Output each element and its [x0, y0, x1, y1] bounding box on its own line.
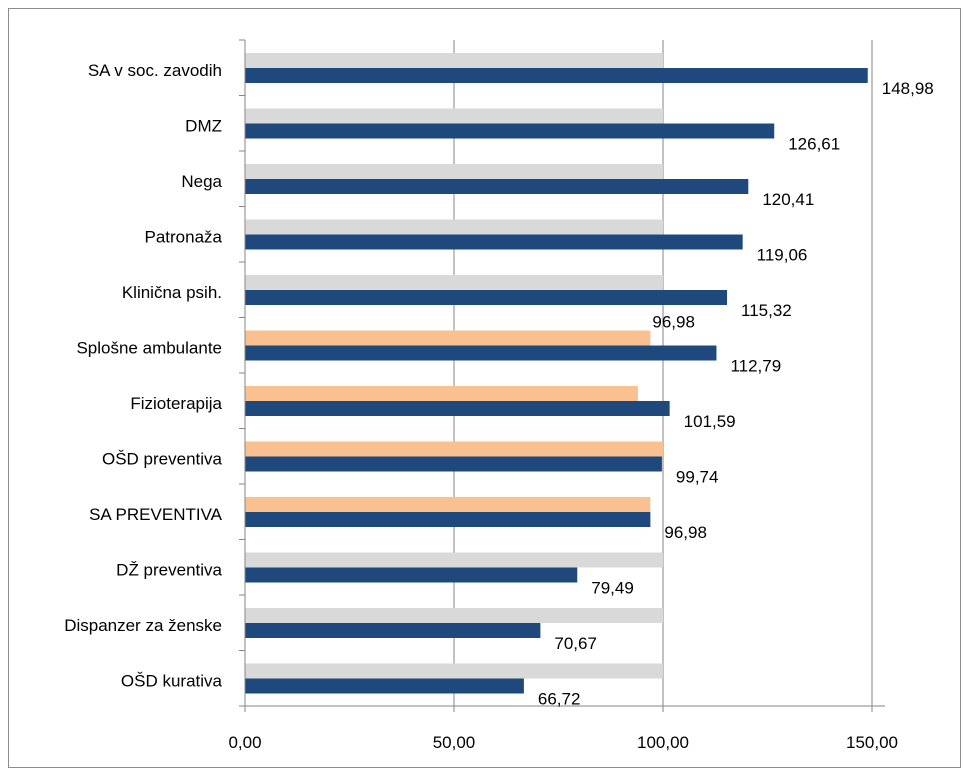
data-label: 126,61: [788, 135, 840, 154]
data-label-reference: 96,98: [652, 313, 695, 332]
bar-reference: [245, 275, 663, 290]
data-label: 112,79: [730, 357, 781, 376]
bar-reference: [245, 552, 663, 568]
data-label: 96,98: [664, 523, 707, 542]
bar-value: [245, 68, 868, 83]
bar-value: [245, 401, 670, 416]
bar-reference: [245, 441, 663, 457]
category-label: Klinična psih.: [122, 283, 222, 302]
bar-value: [245, 678, 524, 694]
gridlines: [453, 40, 873, 706]
data-label: 148,98: [882, 79, 934, 98]
bar-reference: [245, 497, 651, 512]
data-label: 115,32: [741, 301, 792, 320]
category-label: Splošne ambulante: [76, 339, 222, 358]
bar-value: [245, 234, 743, 250]
category-label: OŠD kurativa: [121, 672, 223, 691]
bar-value: [245, 512, 651, 527]
labels: SA v soc. zavodih 148,98 DMZ 126,61 Nega 120,…: [64, 61, 934, 752]
x-tick-label: 50,00: [433, 733, 476, 752]
bar-reference: [245, 53, 663, 68]
bar-value: [245, 290, 728, 305]
bar-reference: [245, 164, 663, 179]
data-label: 101,59: [684, 412, 736, 431]
bar-value: [245, 179, 749, 194]
bars: [245, 53, 868, 694]
category-label: Fizioterapija: [130, 394, 222, 413]
data-label: 79,49: [591, 579, 634, 598]
bar-reference: [245, 108, 663, 124]
bar-reference: [245, 386, 638, 401]
data-label: 66,72: [538, 690, 581, 709]
bar-value: [245, 345, 717, 361]
category-label: OŠD preventiva: [102, 450, 223, 469]
category-label: DŽ preventiva: [116, 561, 222, 580]
bar-reference: [245, 330, 651, 346]
x-tick-label: 150,00: [846, 733, 898, 752]
axes: [239, 39, 885, 712]
category-label: Nega: [181, 172, 222, 191]
bar-value: [245, 123, 775, 139]
bar-value: [245, 456, 662, 472]
bar-reference: [245, 663, 663, 679]
category-label: DMZ: [185, 117, 222, 136]
x-tick-label: 0,00: [228, 733, 261, 752]
category-label: SA PREVENTIVA: [89, 505, 223, 524]
data-label: 99,74: [676, 468, 719, 487]
data-label: 119,06: [757, 246, 808, 265]
category-label: Dispanzer za ženske: [64, 616, 222, 635]
bar-value: [245, 567, 578, 583]
data-label: 120,41: [762, 190, 814, 209]
bar-value: [245, 623, 541, 638]
category-label: Patronaža: [145, 228, 223, 247]
bar-reference: [245, 608, 663, 623]
x-tick-label: 100,00: [637, 733, 689, 752]
category-label: SA v soc. zavodih: [88, 61, 222, 80]
data-label: 70,67: [554, 634, 597, 653]
bar-reference: [245, 219, 663, 235]
